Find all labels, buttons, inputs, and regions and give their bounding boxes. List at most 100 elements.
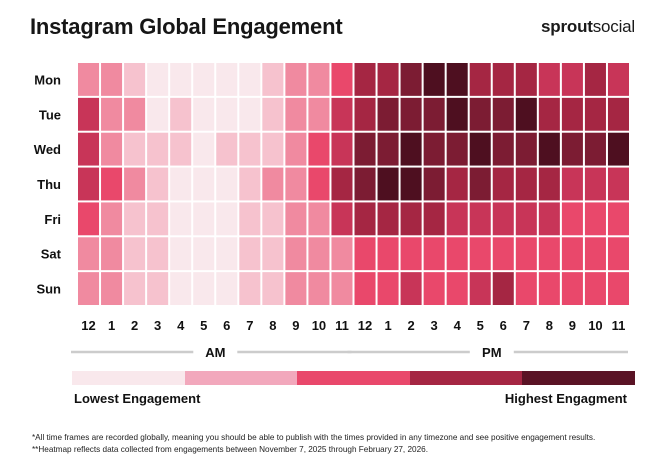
heatmap-cell (584, 63, 606, 96)
brand-logo: sproutsocial (541, 17, 635, 37)
heatmap-cell (584, 132, 606, 166)
scale-swatch (297, 371, 410, 385)
heatmap-cell (193, 237, 215, 271)
heatmap-cell (515, 202, 537, 236)
heatmap-cell (193, 97, 215, 131)
heatmap-cell (561, 167, 583, 201)
row-label-mon: Mon (34, 72, 61, 87)
heatmap-cell (216, 272, 238, 305)
heatmap-cell (147, 63, 169, 96)
heatmap-cell (331, 202, 353, 236)
heatmap-cell (400, 132, 422, 166)
heatmap-cell (78, 272, 100, 305)
heatmap-cell (239, 97, 261, 131)
heatmap-cell (124, 97, 146, 131)
column-label: 4 (177, 318, 185, 333)
heatmap-cell (239, 167, 261, 201)
heatmap-cell (377, 63, 399, 96)
column-label: 6 (500, 318, 507, 333)
heatmap-cell (446, 202, 468, 236)
heatmap-cell (239, 63, 261, 96)
heatmap-cell (193, 132, 215, 166)
heatmap-cell (538, 63, 560, 96)
heatmap-cell (561, 132, 583, 166)
heatmap-cell (538, 272, 560, 305)
heatmap-cell (607, 97, 629, 131)
heatmap-cell (216, 237, 238, 271)
column-label: 9 (569, 318, 576, 333)
heatmap-cell (285, 202, 307, 236)
heatmap-cell (561, 97, 583, 131)
heatmap-cell (607, 237, 629, 271)
row-label-fri: Fri (44, 212, 61, 227)
heatmap-cell (354, 97, 376, 131)
column-label: 12 (358, 318, 372, 333)
heatmap-cell (331, 272, 353, 305)
heatmap-cell (400, 237, 422, 271)
heatmap-cell (78, 167, 100, 201)
heatmap-cell (147, 272, 169, 305)
heatmap-cell (354, 237, 376, 271)
heatmap-cell (193, 202, 215, 236)
heatmap-cell (124, 63, 146, 96)
heatmap-cell (124, 237, 146, 271)
column-label: 3 (431, 318, 438, 333)
heatmap-cell (354, 63, 376, 96)
heatmap-cell (607, 132, 629, 166)
row-label-sat: Sat (41, 247, 62, 262)
heatmap-cell (170, 97, 192, 131)
heatmap-cell (331, 132, 353, 166)
column-label: 6 (223, 318, 230, 333)
heatmap-cell (262, 132, 284, 166)
heatmap-cell (538, 202, 560, 236)
heatmap-cell (469, 97, 491, 131)
heatmap-cell (423, 237, 445, 271)
heatmap-cell (584, 202, 606, 236)
column-label: 8 (546, 318, 553, 333)
heatmap-cell (492, 202, 514, 236)
heatmap-cell (446, 272, 468, 305)
heatmap-cell (469, 202, 491, 236)
column-label: 1 (108, 318, 115, 333)
heatmap-cell (607, 167, 629, 201)
column-label: 2 (131, 318, 138, 333)
row-label-thu: Thu (37, 177, 61, 192)
heatmap-cell (400, 167, 422, 201)
heatmap-cell (492, 237, 514, 271)
heatmap-cell (492, 97, 514, 131)
heatmap-cell (78, 97, 100, 131)
heatmap-cell (515, 167, 537, 201)
row-label-tue: Tue (39, 107, 61, 122)
column-label: 11 (335, 318, 349, 333)
heatmap-cell (423, 202, 445, 236)
heatmap-cell (561, 237, 583, 271)
heatmap-cell (239, 132, 261, 166)
heatmap-cell (285, 97, 307, 131)
heatmap-cell (377, 237, 399, 271)
row-label-sun: Sun (36, 282, 61, 297)
footnotes: *All time frames are recorded globally, … (32, 432, 642, 455)
column-label: 8 (269, 318, 276, 333)
heatmap-cell (400, 202, 422, 236)
heatmap-cell (147, 132, 169, 166)
heatmap-cell (492, 167, 514, 201)
column-label: 9 (292, 318, 299, 333)
heatmap-cell (239, 272, 261, 305)
heatmap-cell (515, 63, 537, 96)
heatmap-cell (285, 272, 307, 305)
column-label: 4 (454, 318, 462, 333)
heatmap-cell (446, 237, 468, 271)
heatmap-cell (331, 237, 353, 271)
heatmap-cell (285, 132, 307, 166)
heatmap-cell (607, 272, 629, 305)
column-label: 12 (81, 318, 95, 333)
heatmap-cell (170, 63, 192, 96)
heatmap-cell (170, 167, 192, 201)
heatmap-cell (492, 63, 514, 96)
heatmap-cell (78, 132, 100, 166)
heatmap-cell (101, 237, 123, 271)
heatmap-cell (561, 202, 583, 236)
heatmap-cell (331, 63, 353, 96)
heatmap-cell (193, 272, 215, 305)
scale-swatch (522, 371, 635, 385)
